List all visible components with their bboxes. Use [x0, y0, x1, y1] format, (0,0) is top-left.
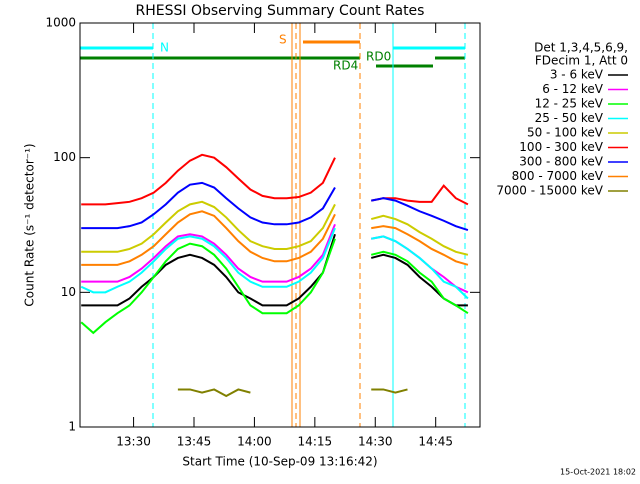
legend-label: 7000 - 15000 keV [496, 184, 603, 198]
y-axis-label: Count Rate (s⁻¹ detector⁻¹) [23, 143, 37, 306]
legend-label: 800 - 7000 keV [512, 169, 604, 183]
legend-label: 3 - 6 keV [550, 68, 604, 82]
legend-label: 100 - 300 keV [519, 140, 603, 154]
y-tick-label: 100 [53, 150, 76, 164]
x-tick-label: 13:45 [177, 435, 212, 449]
x-tick-label: 14:15 [298, 435, 333, 449]
series-line [81, 210, 469, 266]
series-line [177, 388, 408, 398]
y-tick-label: 10 [61, 285, 76, 299]
legend-label: 12 - 25 keV [535, 97, 604, 111]
flag-label: N [160, 41, 169, 55]
legend-label: 50 - 100 keV [527, 126, 604, 140]
chart-title: RHESSI Observing Summary Count Rates [136, 3, 425, 19]
legend-label: 300 - 800 keV [519, 155, 603, 169]
plot-frame [79, 22, 481, 428]
x-axis-label: Start Time (10-Sep-09 13:16:42) [182, 455, 377, 469]
x-tick-label: 14:30 [358, 435, 393, 449]
flag-label: S [279, 33, 287, 47]
y-tick-label: 1000 [45, 16, 76, 30]
series-line [80, 227, 469, 300]
flag-label: RD0 [366, 50, 391, 64]
x-tick-label: 13:30 [116, 435, 151, 449]
series-line [81, 181, 469, 232]
series-line [81, 200, 469, 256]
legend-label: 25 - 50 keV [535, 111, 604, 125]
y-tick-label: 1 [68, 420, 76, 434]
legend-label: 6 - 12 keV [542, 82, 604, 96]
flag-label: RD4 [333, 59, 358, 73]
x-tick-label: 14:45 [418, 435, 453, 449]
legend-header: Det 1,3,4,5,6,9, [534, 41, 628, 55]
series-line [80, 238, 469, 335]
x-tick-label: 14:00 [237, 435, 272, 449]
flags: N S RD0 RD4 [80, 23, 466, 427]
legend-header: FDecim 1, Att 0 [535, 54, 628, 68]
footer: 15-Oct-2021 18:02 [560, 468, 636, 477]
